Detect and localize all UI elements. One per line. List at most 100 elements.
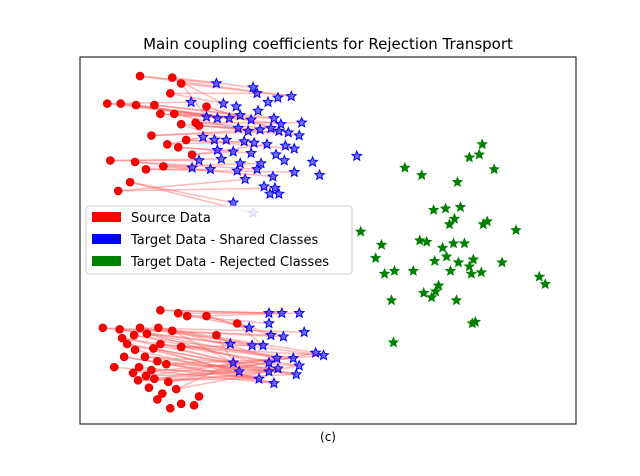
source-point	[109, 362, 119, 372]
coupling-line	[145, 370, 270, 377]
shared-target-point	[227, 145, 240, 157]
source-point	[187, 150, 197, 159]
rejected-target-point	[450, 294, 463, 306]
rejected-target-point	[399, 161, 411, 173]
rejected-target-point	[496, 256, 508, 268]
rejected-target-point	[440, 250, 453, 262]
shared-target-point	[309, 346, 322, 358]
shared-target-point	[262, 306, 275, 319]
shared-target-point	[251, 162, 264, 175]
source-point	[202, 102, 211, 111]
series-1	[98, 71, 242, 413]
shared-target-point	[262, 317, 275, 329]
coupling-line	[102, 327, 271, 336]
shared-target-point	[293, 129, 306, 141]
source-point	[181, 135, 191, 145]
rejected-target-point	[476, 138, 489, 150]
source-point	[182, 311, 192, 321]
shared-target-point	[231, 164, 244, 176]
coupling-line	[160, 113, 207, 118]
coupling-line	[151, 128, 261, 137]
rejected-target-point	[458, 237, 471, 249]
rejected-target-point	[417, 286, 430, 298]
source-point	[116, 99, 125, 108]
shared-target-point	[200, 110, 213, 122]
shared-target-point	[261, 95, 274, 108]
source-point	[194, 121, 204, 130]
x-axis-label: (c)	[320, 430, 336, 444]
coupling-line	[178, 146, 218, 151]
rejected-target-point	[448, 212, 461, 224]
shared-target-point	[288, 142, 301, 154]
legend-swatch	[92, 212, 121, 222]
rejected-target-point	[388, 264, 401, 276]
coupling-line	[163, 165, 274, 178]
rejected-target-point	[533, 270, 546, 282]
shared-target-point	[271, 91, 284, 103]
shared-target-point	[275, 306, 288, 319]
shared-target-point	[270, 352, 283, 364]
source-point	[130, 157, 140, 167]
coupling-line	[146, 332, 279, 370]
source-point	[141, 371, 151, 381]
shared-target-point	[272, 124, 285, 137]
shared-target-point	[261, 138, 273, 150]
source-point	[169, 109, 179, 119]
coupling-line	[192, 150, 234, 156]
coupling-line	[168, 370, 270, 383]
legend-label: Target Data - Rejected Classes	[130, 255, 329, 270]
source-point	[117, 333, 127, 343]
rejected-target-point	[539, 278, 551, 290]
coupling-line	[186, 139, 295, 150]
legend-swatch	[92, 256, 121, 266]
source-point	[171, 384, 181, 394]
shared-target-point	[227, 196, 240, 208]
shared-target-point	[268, 181, 281, 194]
source-point	[147, 365, 156, 375]
source-point	[140, 352, 150, 362]
coupling-line	[157, 360, 270, 373]
shared-target-point	[262, 356, 275, 368]
source-point	[153, 356, 162, 366]
rejected-target-point	[467, 253, 480, 265]
shared-target-point	[350, 149, 363, 162]
shared-target-point	[223, 111, 236, 124]
source-point	[176, 399, 186, 409]
shared-target-point	[267, 376, 280, 389]
rejected-target-point	[443, 218, 456, 230]
source-point	[202, 311, 211, 321]
source-point	[167, 326, 177, 336]
coupling-line	[180, 123, 227, 141]
source-point	[134, 362, 144, 372]
shared-target-point	[204, 162, 217, 175]
shared-target-point	[272, 187, 285, 199]
shared-target-point	[293, 306, 306, 319]
shared-target-point	[287, 352, 300, 364]
shared-target-point	[313, 168, 326, 181]
shared-target-point	[262, 365, 275, 377]
source-point	[159, 162, 168, 171]
coupling-line	[174, 113, 274, 120]
shared-target-point	[242, 124, 255, 137]
shared-target-point	[288, 165, 301, 178]
coupling-line	[158, 327, 316, 354]
coupling-line	[166, 363, 278, 370]
shared-target-point	[197, 130, 209, 143]
coupling-line	[160, 343, 234, 364]
rejected-target-point	[385, 294, 398, 306]
rejected-target-point	[427, 203, 440, 215]
coupling-line	[181, 82, 292, 98]
shared-target-point	[211, 111, 224, 124]
rejected-target-point	[436, 241, 449, 253]
source-point	[194, 392, 204, 401]
coupling-line	[181, 346, 324, 357]
rejected-target-point	[416, 169, 428, 181]
shared-target-point	[233, 365, 246, 377]
coupling-line	[170, 92, 224, 105]
coupling-line	[124, 356, 275, 385]
legend-label: Target Data - Shared Classes	[130, 233, 318, 248]
source-point	[135, 71, 145, 81]
rejected-target-point	[428, 255, 441, 266]
source-point	[165, 89, 175, 98]
shared-target-point	[224, 337, 237, 350]
